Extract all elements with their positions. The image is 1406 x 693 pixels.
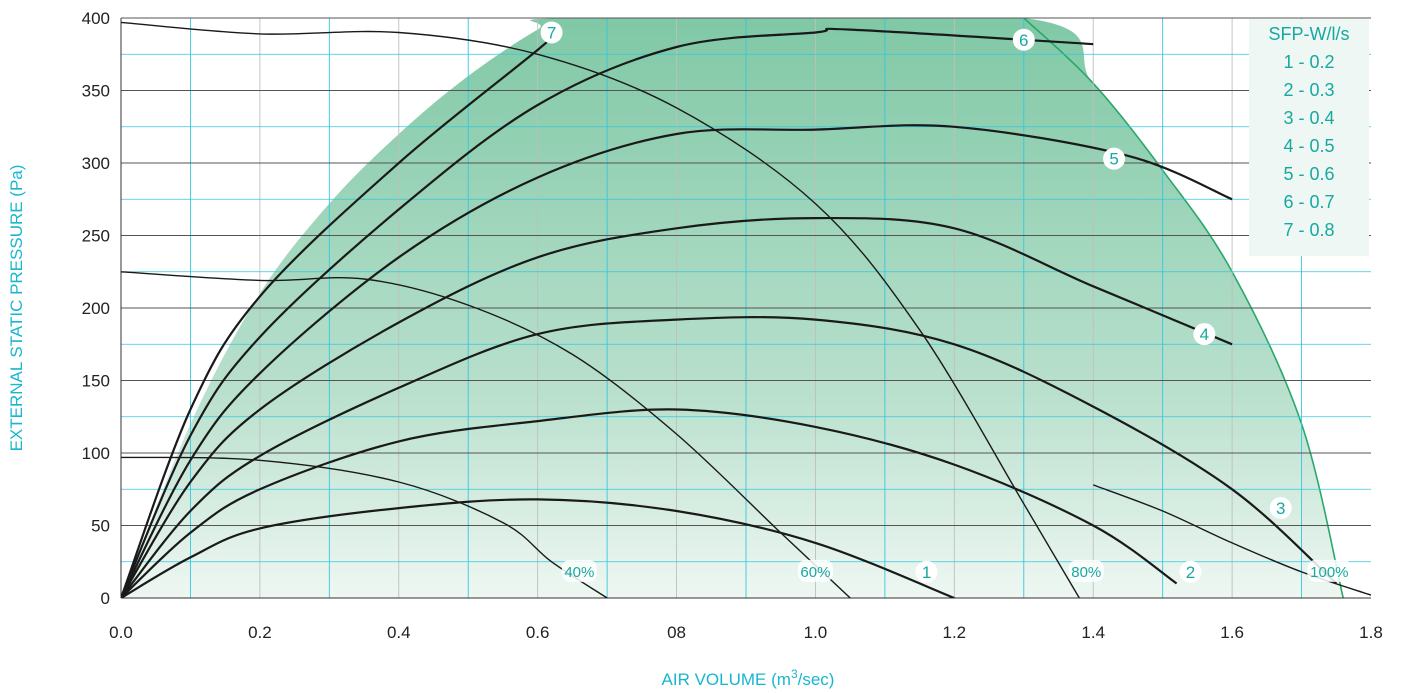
curve-badge-text: 5 — [1109, 150, 1118, 169]
x-tick-label: 0.2 — [248, 623, 272, 642]
speed-label-bg — [1068, 559, 1104, 582]
y-axis-title: EXTERNAL STATIC PRESSURE (Pa) — [7, 165, 26, 452]
legend-entry-3: 3 - 0.4 — [1283, 108, 1334, 128]
sfp-curve-7 — [121, 28, 560, 598]
curve-badge-bg — [1179, 560, 1202, 583]
curve-badge-bg — [540, 21, 563, 44]
speed-label-80pct: 80% — [1068, 559, 1104, 582]
x-axis-title-main: AIR VOLUME (m — [662, 670, 791, 689]
legend-entry-5: 5 - 0.6 — [1283, 164, 1334, 184]
fan-curve-40pct — [121, 456, 608, 598]
x-tick-label: 0.4 — [387, 623, 411, 642]
x-tick-label: 0.0 — [109, 623, 133, 642]
curve-badge-text: 7 — [547, 24, 556, 43]
curve-badge-text: 4 — [1200, 325, 1209, 344]
sfp-curve-6 — [121, 27, 1094, 598]
x-tick-label: 0.6 — [526, 623, 550, 642]
speed-label-bg — [561, 559, 597, 582]
legend-entry-2: 2 - 0.3 — [1283, 80, 1334, 100]
x-axis-title: AIR VOLUME (m3/sec) — [662, 667, 835, 689]
y-tick-label: 0 — [101, 589, 110, 608]
fan-curve-80pct — [121, 21, 1080, 598]
y-tick-label: 150 — [82, 372, 110, 391]
y-tick-label: 200 — [82, 299, 110, 318]
x-tick-label: 1.0 — [804, 623, 828, 642]
curve-badge-text: 6 — [1019, 31, 1028, 50]
y-tick-label: 350 — [82, 82, 110, 101]
legend-box — [1249, 19, 1369, 256]
x-tick-label: 1.2 — [943, 623, 967, 642]
speed-label-60pct: 60% — [797, 559, 833, 582]
sfp-curve-4 — [121, 216, 1233, 598]
sfp-curve-2 — [121, 408, 1178, 598]
legend-title: SFP-W/l/s — [1269, 24, 1350, 44]
x-tick-label: 08 — [667, 623, 686, 642]
curve-badge-bg — [915, 560, 938, 583]
fan-curve-60pct — [121, 271, 851, 598]
sfp-curve-1 — [121, 498, 955, 598]
curve-badge-bg — [1269, 497, 1292, 520]
legend-entry-7: 7 - 0.8 — [1283, 220, 1334, 240]
curve-badge-bg — [1012, 28, 1035, 51]
speed-label-bg — [797, 559, 833, 582]
speed-label-text: 80% — [1071, 564, 1101, 581]
y-tick-label: 50 — [91, 517, 110, 536]
curve-badge-7: 7 — [540, 21, 563, 44]
speed-label-40pct: 40% — [561, 559, 597, 582]
curve-badge-text: 1 — [922, 563, 931, 582]
sfp-curve-5 — [121, 124, 1233, 598]
legend: SFP-W/l/s 1 - 0.2 2 - 0.3 3 - 0.4 4 - 0.… — [1249, 19, 1369, 256]
y-tick-label: 250 — [82, 227, 110, 246]
legend-entry-6: 6 - 0.7 — [1283, 192, 1334, 212]
curve-badge-4: 4 — [1193, 323, 1216, 346]
curve-badge-text: 2 — [1186, 563, 1195, 582]
curve-badge-bg — [1103, 147, 1126, 170]
legend-entry-4: 4 - 0.5 — [1283, 136, 1334, 156]
curve-badge-2: 2 — [1179, 560, 1202, 583]
speed-label-text: 40% — [564, 564, 594, 581]
speed-label-text: 60% — [800, 564, 830, 581]
y-tick-label: 100 — [82, 444, 110, 463]
x-axis-title-sup: 3 — [791, 667, 798, 681]
curve-badge-3: 3 — [1269, 497, 1292, 520]
y-tick-label: 400 — [82, 9, 110, 28]
x-tick-label: 1.6 — [1220, 623, 1244, 642]
x-tick-label: 1.4 — [1081, 623, 1105, 642]
curve-badge-bg — [1193, 323, 1216, 346]
sfp-curve-3 — [121, 316, 1338, 598]
y-tick-label: 300 — [82, 154, 110, 173]
legend-entry-1: 1 - 0.2 — [1283, 52, 1334, 72]
x-tick-label: 1.8 — [1359, 623, 1383, 642]
speed-label-100pct: 100% — [1307, 559, 1352, 582]
curve-badge-text: 3 — [1276, 499, 1285, 518]
curve-badge-1: 1 — [915, 560, 938, 583]
curve-badge-5: 5 — [1103, 147, 1126, 170]
speed-label-bg — [1307, 559, 1352, 582]
curve-badge-6: 6 — [1012, 28, 1035, 51]
speed-label-text: 100% — [1310, 564, 1348, 581]
x-axis-title-tail: /sec) — [798, 670, 835, 689]
